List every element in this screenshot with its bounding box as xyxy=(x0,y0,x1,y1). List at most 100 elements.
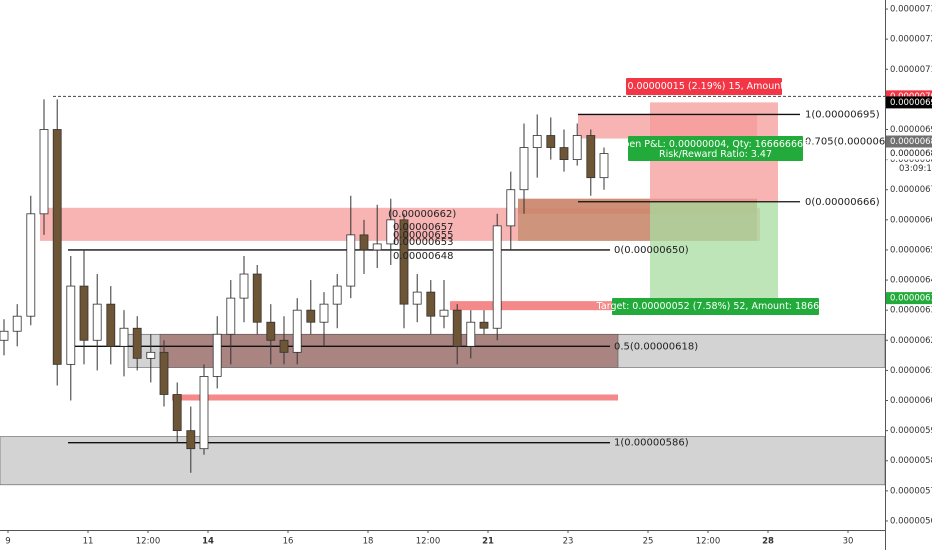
level-label: 0(0.00000650) xyxy=(614,245,689,256)
candle-body xyxy=(452,309,462,347)
level-label: 1(0.00000695) xyxy=(805,109,880,120)
price-tag-label: 0.00000686 xyxy=(890,137,932,147)
y-tick-label: 0.00000680 xyxy=(890,155,932,165)
y-tick-label: 0.00000580 xyxy=(890,456,932,466)
tooltip-box xyxy=(626,78,782,95)
candle-body xyxy=(519,147,529,191)
candle-body xyxy=(506,189,516,227)
x-tick-label: 16 xyxy=(283,537,294,547)
y-tick-label: 0.00000660 xyxy=(890,215,932,225)
tooltip-text: Target: 0.00000052 (7.58%) 52, Amount: 1… xyxy=(596,301,835,312)
x-tick-label: 28 xyxy=(762,537,774,547)
candle-body xyxy=(399,219,409,305)
candle-body xyxy=(39,129,49,215)
candle-body xyxy=(386,219,396,245)
x-tick-label: 12:00 xyxy=(416,537,441,547)
y-tick-label: 0.00000600 xyxy=(890,396,932,406)
candle-body xyxy=(359,234,369,251)
tooltip-text: Risk/Reward Ratio: 3.47 xyxy=(659,149,772,160)
zone xyxy=(650,201,778,299)
x-tick-label: 18 xyxy=(363,537,374,547)
x-tick-label: 11 xyxy=(83,537,94,547)
level-label: 1(0.00000586) xyxy=(614,438,689,449)
candle-body xyxy=(599,153,609,179)
price-tag xyxy=(886,96,932,109)
candle-body xyxy=(426,291,436,317)
price-note: 0.00000653 xyxy=(393,237,453,248)
tooltip-box xyxy=(612,298,819,315)
countdown: 03:09:11 xyxy=(899,164,932,174)
candle-body xyxy=(266,321,276,341)
price-tag xyxy=(886,147,932,160)
x-tick-label: 14 xyxy=(202,537,214,547)
x-tick-label: 30 xyxy=(843,537,854,547)
level-label: 0.5(0.00000618) xyxy=(614,341,698,352)
candle-body xyxy=(479,321,489,329)
y-tick-label: 0.00000730 xyxy=(890,5,932,15)
candle-body xyxy=(252,273,262,323)
candle-body xyxy=(26,213,36,317)
price-tag-label: 0.00000634 xyxy=(890,294,932,304)
candle-body xyxy=(292,309,302,353)
tooltip-box xyxy=(628,136,803,161)
candle-body xyxy=(172,394,182,432)
candle-body xyxy=(439,309,449,317)
price-tag-label: 0.00000699 xyxy=(890,98,932,108)
candle-body xyxy=(0,330,9,341)
candle-body xyxy=(412,291,422,305)
candle-body xyxy=(239,273,249,299)
candle-body xyxy=(186,430,196,450)
candle-body xyxy=(319,303,329,323)
price-note: 0.00000655 xyxy=(393,230,453,241)
candle-body xyxy=(119,327,129,347)
y-tick-label: 0.00000630 xyxy=(890,306,932,316)
x-tick-label: 9 xyxy=(5,537,10,547)
y-tick-label: 0.00000710 xyxy=(890,65,932,75)
x-tick-label: 12:00 xyxy=(696,537,721,547)
level-label: 0(0.00000666) xyxy=(805,197,880,208)
candle-body xyxy=(306,309,316,323)
candle-body xyxy=(92,303,102,341)
candle-body xyxy=(199,376,209,450)
price-note: 0.00000657 xyxy=(393,222,453,233)
candle-body xyxy=(279,339,289,353)
y-tick-label: 0.00000570 xyxy=(890,486,932,496)
candle-body xyxy=(346,234,356,287)
candle-body xyxy=(466,321,476,347)
y-tick-label: 0.00000640 xyxy=(890,276,932,286)
candle-body xyxy=(572,135,582,161)
x-tick-label: 23 xyxy=(563,537,574,547)
candle-body xyxy=(52,129,62,365)
y-tick-label: 0.00000610 xyxy=(890,366,932,376)
candle-body xyxy=(226,297,236,335)
candle-body xyxy=(332,285,342,305)
candle-body xyxy=(159,351,169,395)
tooltip-text: Stop: 0.00000015 (2.19%) 15, Amount: 750 xyxy=(600,81,809,92)
candle-body xyxy=(372,243,382,251)
zone xyxy=(0,436,886,486)
candle-body xyxy=(586,135,596,179)
candle-body xyxy=(106,303,116,347)
y-tick-label: 0.00000650 xyxy=(890,245,932,255)
level-label: 0.705(0.00000686) xyxy=(805,137,902,148)
y-tick-label: 0.00000620 xyxy=(890,336,932,346)
zone xyxy=(450,301,618,311)
price-tag xyxy=(886,292,932,305)
y-tick-label: 0.00000670 xyxy=(890,185,932,195)
zone xyxy=(172,394,618,401)
zone xyxy=(159,333,619,368)
y-tick-label: 0.00000560 xyxy=(890,516,932,526)
candle-body xyxy=(532,135,542,148)
candle-body xyxy=(12,315,22,332)
x-tick-label: 12:00 xyxy=(136,537,161,547)
candle-body xyxy=(66,285,76,365)
candle-body xyxy=(79,285,89,341)
candle-body xyxy=(146,351,156,359)
price-tag-label: 0.00000682 xyxy=(890,149,932,159)
x-tick-label: 25 xyxy=(643,537,654,547)
y-tick-label: 0.00000720 xyxy=(890,35,932,45)
candle-body xyxy=(132,327,142,359)
y-tick-label: 0.00000690 xyxy=(890,125,932,135)
price-note: (0.00000662) xyxy=(388,209,456,220)
